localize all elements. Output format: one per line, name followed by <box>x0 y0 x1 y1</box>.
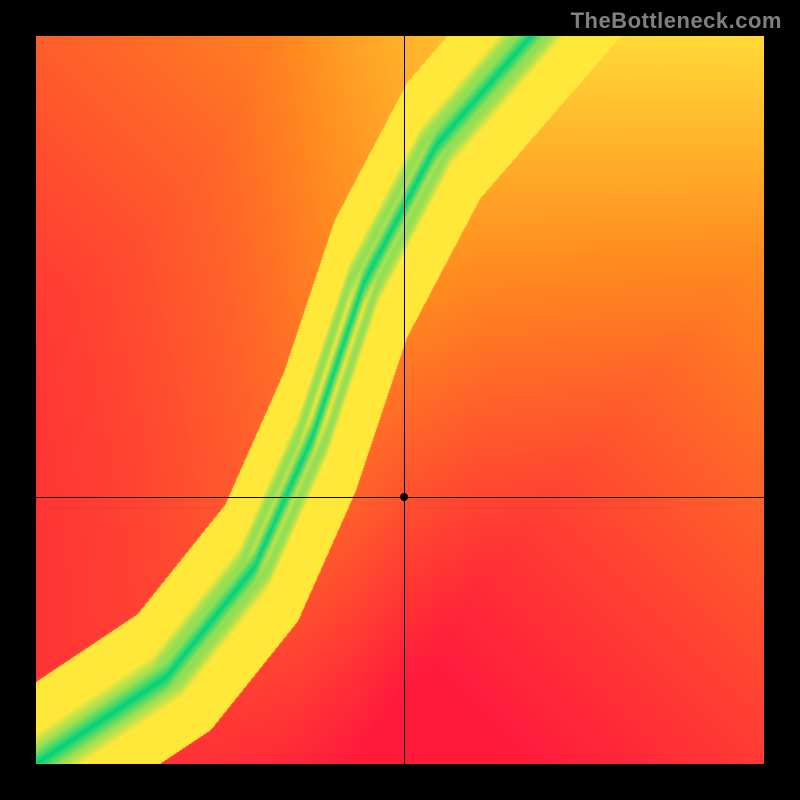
chart-container: TheBottleneck.com <box>0 0 800 800</box>
crosshair-dot <box>400 493 408 501</box>
crosshair-vertical <box>404 36 405 764</box>
plot-area <box>36 36 764 764</box>
heatmap-canvas <box>36 36 764 764</box>
watermark-text: TheBottleneck.com <box>571 8 782 34</box>
